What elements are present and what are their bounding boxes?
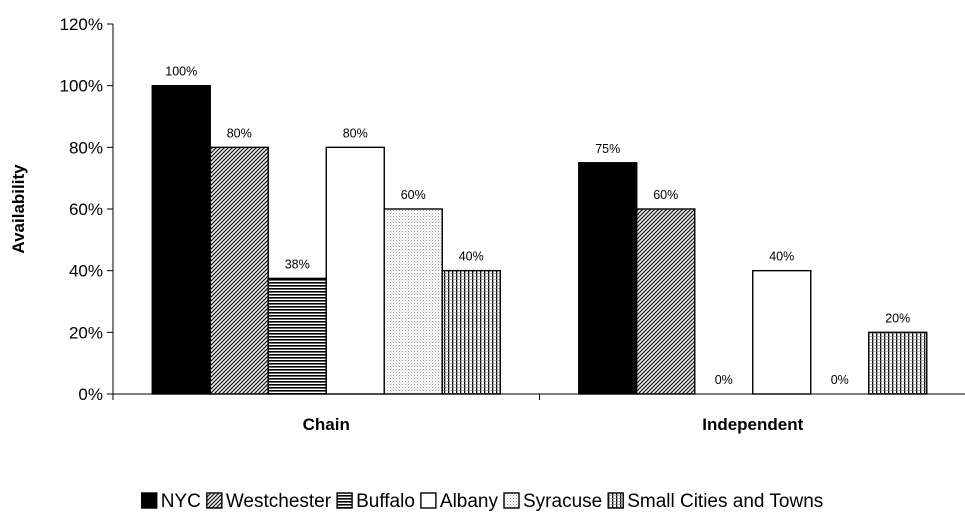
legend-swatch: [607, 492, 624, 509]
bar-value-label: 100%: [165, 65, 197, 79]
bar-value-label: 60%: [653, 188, 678, 202]
legend: NYC Westchester Buffalo Albany Syracuse Small…: [141, 491, 823, 512]
bar: [636, 208, 696, 395]
legend-swatch: [503, 492, 520, 509]
x-category-label: Independent: [702, 415, 803, 434]
y-tick-label: 120%: [60, 15, 103, 34]
legend-swatch: [206, 492, 223, 509]
bar-value-label: 80%: [227, 126, 252, 140]
bar-value-label: 0%: [715, 373, 733, 387]
bar: [578, 162, 638, 395]
bar-value-label: 40%: [769, 250, 794, 264]
bar: [441, 269, 501, 395]
bar-series: [151, 84, 928, 395]
bar-value-label: 40%: [459, 250, 484, 264]
legend-swatch: [336, 492, 353, 509]
x-axis-category-labels: Chain Independent: [303, 415, 804, 434]
bar-value-label: 20%: [885, 311, 910, 325]
legend-label: Westchester: [226, 491, 332, 512]
legend-label: Small Cities and Towns: [627, 491, 823, 512]
legend-label: Albany: [440, 491, 499, 512]
legend-label: Syracuse: [523, 491, 602, 512]
legend-label: NYC: [161, 491, 201, 512]
bar: [151, 84, 211, 395]
x-category-label: Chain: [303, 415, 350, 434]
x-axis-ticks: [112, 394, 540, 400]
bar: [383, 208, 443, 395]
bar: [868, 331, 928, 395]
legend-label: Buffalo: [356, 491, 415, 512]
y-axis-label: Availability: [9, 164, 28, 254]
y-tick-label: 100%: [60, 77, 103, 96]
bar-value-label: 38%: [285, 257, 310, 271]
y-tick-label: 80%: [69, 138, 103, 157]
y-tick-label: 0%: [78, 385, 103, 404]
legend-swatch: [420, 492, 437, 509]
bar-value-label: 60%: [401, 188, 426, 202]
y-axis-ticks: 0% 20% 40% 60% 80% 100% 120%: [60, 15, 113, 404]
y-tick-label: 20%: [69, 323, 103, 342]
bar: [209, 146, 269, 395]
bar: [752, 269, 812, 395]
legend-swatch: [141, 492, 158, 509]
bar-value-label: 75%: [595, 142, 620, 156]
y-tick-label: 40%: [69, 262, 103, 281]
data-labels: 100% 80% 38% 80% 60% 40% 75% 60% 0% 40% 0% 20%: [165, 65, 910, 387]
bar-value-label: 80%: [343, 126, 368, 140]
bar: [325, 146, 385, 395]
bar-value-label: 0%: [831, 373, 849, 387]
bar: [267, 277, 327, 395]
y-tick-label: 60%: [69, 200, 103, 219]
